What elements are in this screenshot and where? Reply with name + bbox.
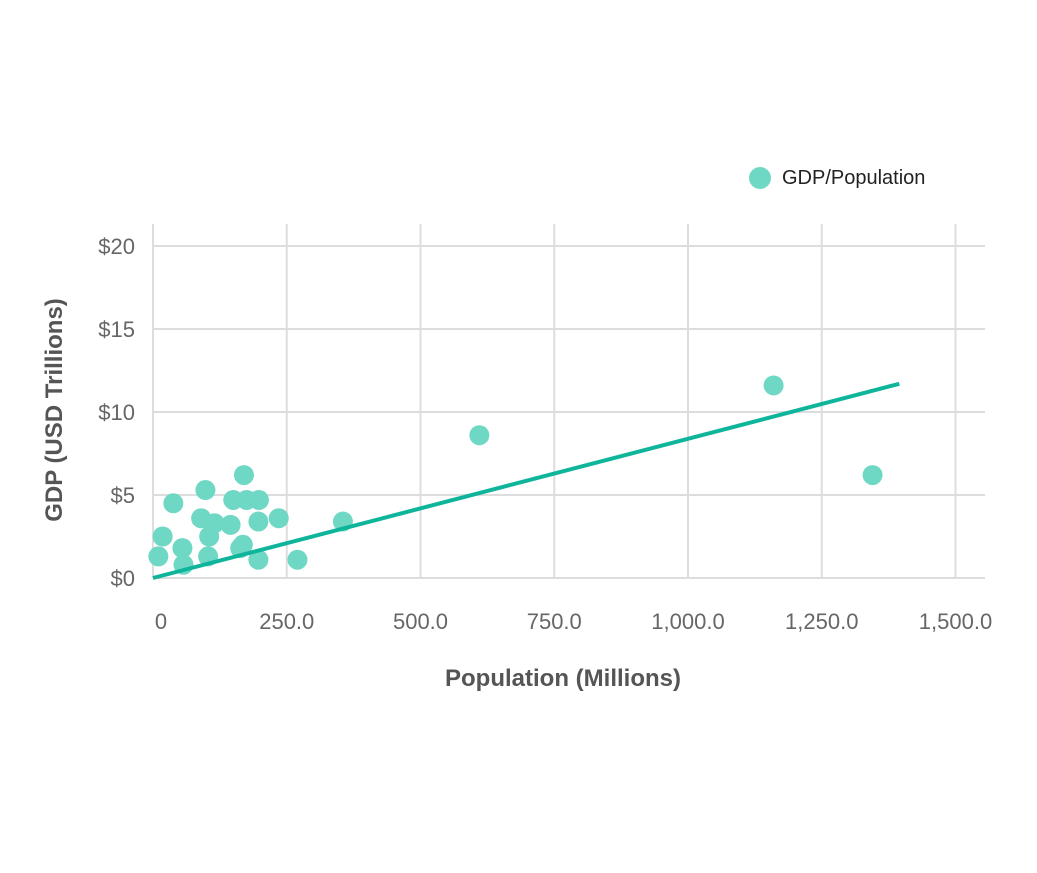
- trend-line: [152, 381, 900, 580]
- data-point: [248, 489, 269, 510]
- data-point: [248, 511, 269, 532]
- data-point: [220, 514, 241, 535]
- data-point: [287, 549, 308, 570]
- x-tick-label: 1,500.0: [919, 609, 992, 634]
- data-point: [152, 526, 173, 547]
- x-tick-label: 1,250.0: [785, 609, 858, 634]
- legend-label: GDP/Population: [782, 167, 925, 189]
- data-point: [172, 538, 193, 559]
- data-point: [862, 465, 883, 486]
- data-point: [469, 425, 490, 446]
- x-tick-label: 500.0: [393, 609, 448, 634]
- legend: GDP/Population: [749, 167, 925, 189]
- data-point: [195, 480, 216, 501]
- data-point: [204, 513, 225, 534]
- data-point: [148, 546, 169, 567]
- x-tick-label: 0: [155, 609, 167, 634]
- grid-lines: [152, 224, 985, 579]
- data-point: [763, 375, 784, 396]
- data-point: [163, 493, 184, 514]
- data-point: [232, 534, 253, 555]
- y-tick-label: $20: [98, 234, 135, 259]
- y-tick-label: $10: [98, 400, 135, 425]
- y-tick-label: $0: [111, 566, 135, 591]
- y-axis-ticks: $0 $5 $10 $15 $20: [98, 234, 135, 591]
- x-tick-label: 750.0: [527, 609, 582, 634]
- data-points: [148, 375, 883, 575]
- data-point: [248, 549, 269, 570]
- y-tick-label: $15: [98, 317, 135, 342]
- x-axis-ticks: 0 250.0 500.0 750.0 1,000.0 1,250.0 1,500.0: [155, 609, 992, 634]
- x-tick-label: 1,000.0: [651, 609, 724, 634]
- y-axis-title: GDP (USD Trillions): [41, 298, 68, 522]
- data-point: [268, 508, 289, 529]
- x-axis-title: Population (Millions): [445, 665, 681, 692]
- y-tick-label: $5: [111, 483, 135, 508]
- data-point: [233, 465, 254, 486]
- x-tick-label: 250.0: [259, 609, 314, 634]
- legend-swatch: [749, 167, 771, 189]
